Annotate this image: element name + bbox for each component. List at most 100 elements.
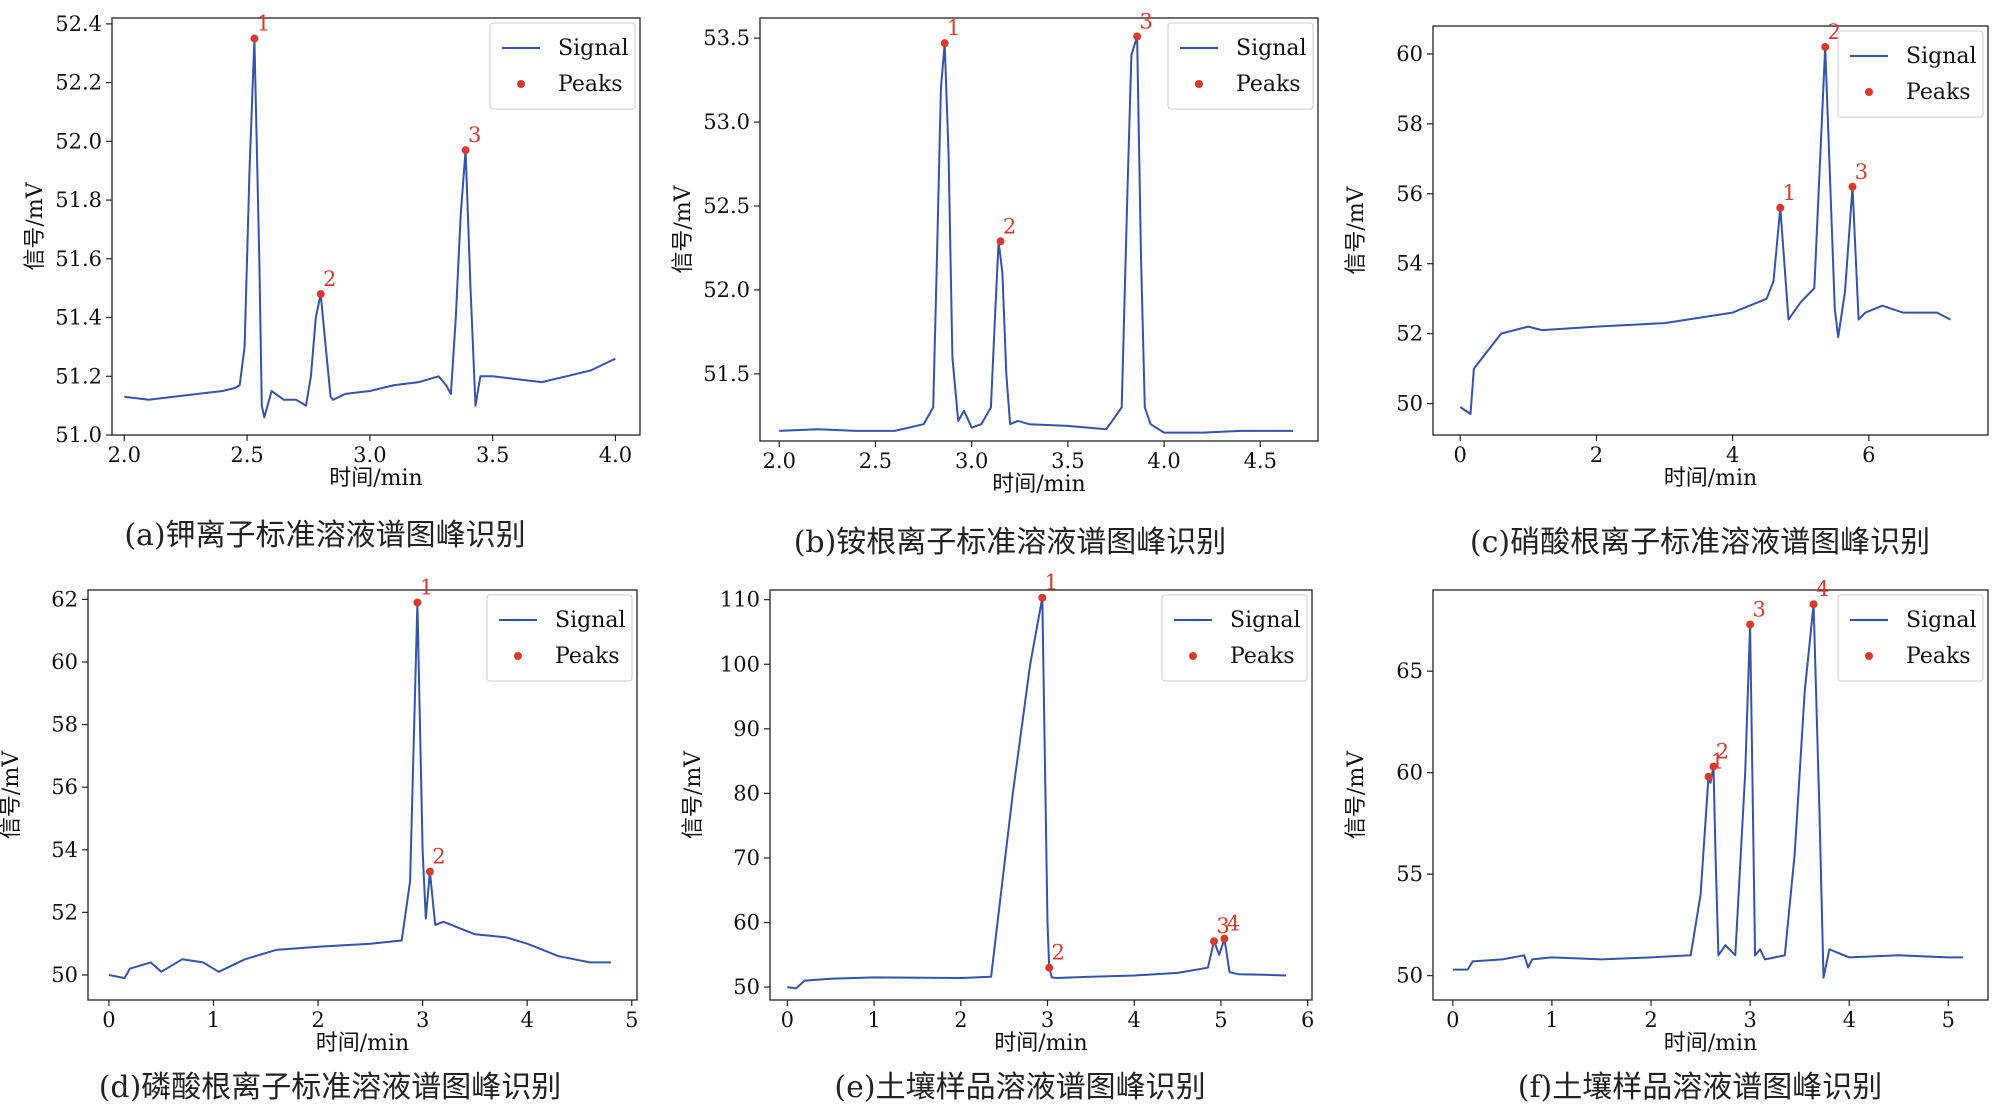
y-tick-label: 52.0 [703,278,750,302]
peak-label: 2 [1052,941,1065,965]
y-tick-label: 51.6 [55,247,102,271]
x-tick-label: 4.5 [1244,449,1277,473]
peak-marker [1133,32,1142,41]
legend-peaks-swatch [1865,652,1873,660]
chart-panel-e: 0 1 2 3 4 5 65060708090100110时间/min信号/mV1234Si… [681,571,1314,1105]
peak-label: 2 [323,267,336,291]
peak-label: 3 [468,123,481,147]
x-tick-label: 3.5 [1051,449,1084,473]
chart-panel-a: 2.0 2.5 3.0 3.5 4.0 51.0 51.2 51.4 51.6 51.8 52.0 5… [23,12,641,553]
x-tick-label: 2.5 [859,449,892,473]
y-tick-label: 52.5 [703,194,750,218]
x-tick-label: 1 [867,1008,880,1032]
panel-caption: (d)磷酸根离子标准溶液谱图峰识别 [99,1070,562,1105]
legend-peaks-swatch [1189,652,1197,660]
peak-marker [1220,934,1229,943]
plot-frame [87,589,638,1001]
x-tick-label: 4 [1726,443,1739,467]
legend-peaks-label: Peaks [555,644,620,669]
peak-label: 1 [1045,571,1058,595]
x-tick-label: 5 [1942,1008,1955,1032]
peak-label: 3 [1752,598,1765,622]
legend-signal-label: Signal [1236,36,1307,61]
y-tick-label: 51.5 [703,362,750,386]
y-tick-label: 110 [720,588,760,612]
legend-box [1837,30,1984,118]
x-tick-label: 3.0 [353,443,386,467]
peak-marker [413,598,422,607]
x-tick-label: 2.5 [230,443,263,467]
panel-caption: (a)钾离子标准溶液谱图峰识别 [124,518,525,553]
y-tick-label: 56 [1396,182,1423,206]
x-tick-label: 4 [1843,1008,1856,1032]
y-tick-label: 56 [51,775,78,799]
legend-box [1837,594,1984,682]
x-axis-label: 时间/min [992,472,1085,497]
peak-marker [1709,762,1718,771]
peak-marker [1704,772,1713,781]
x-axis-label: 时间/min [316,1031,409,1056]
legend-peaks-label: Peaks [1236,72,1301,97]
y-tick-label: 80 [733,781,760,805]
y-tick-label: 54 [51,838,78,862]
legend-peaks-label: Peaks [1230,644,1295,669]
x-tick-label: 5 [1214,1008,1227,1032]
legend-peaks-label: Peaks [558,72,623,97]
x-tick-label: 4 [1128,1008,1141,1032]
peak-label: 3 [1139,9,1152,33]
legend-box [1161,594,1308,682]
legend-peaks-swatch [1195,80,1203,88]
legend-box [486,594,633,682]
x-tick-label: 3.0 [955,449,988,473]
peak-marker [425,867,434,876]
y-tick-label: 58 [1396,112,1423,136]
y-tick-label: 65 [1396,659,1423,683]
peak-label: 1 [420,576,433,600]
y-tick-label: 54 [1396,252,1423,276]
y-tick-label: 60 [733,911,760,935]
x-tick-label: 2 [311,1008,324,1032]
y-tick-label: 51.8 [55,188,102,212]
x-tick-label: 0 [1454,443,1467,467]
signal-line [779,35,1293,434]
y-tick-label: 50 [1396,964,1423,988]
y-tick-label: 58 [51,713,78,737]
plot-frame [1432,25,1989,436]
peak-label: 3 [1855,160,1868,184]
peak-label: 4 [1227,912,1240,936]
x-tick-label: 0 [781,1008,794,1032]
peak-label: 1 [257,12,270,36]
x-tick-label: 2.0 [763,449,796,473]
y-axis-label: 信号/mV [1344,750,1369,839]
legend-box [489,22,636,110]
x-tick-label: 0 [102,1008,115,1032]
peak-marker [1776,203,1785,212]
peak-label: 2 [1716,740,1729,764]
peak-label: 2 [1003,214,1016,238]
legend-signal-label: Signal [558,36,629,61]
x-tick-label: 6 [1862,443,1875,467]
panel-caption: (b)铵根离子标准溶液谱图峰识别 [794,525,1227,560]
plot-frame [759,17,1319,442]
x-tick-label: 3 [1743,1008,1756,1032]
x-tick-label: 2 [1644,1008,1657,1032]
peak-label: 2 [432,845,445,869]
legend-peaks-swatch [1865,88,1873,96]
plot-frame [111,17,641,436]
peak-label: 3 [1216,914,1229,938]
legend-signal-label: Signal [1906,608,1977,633]
y-tick-label: 52.2 [55,71,102,95]
signal-line [108,601,611,980]
y-tick-label: 70 [733,846,760,870]
x-tick-label: 5 [625,1008,638,1032]
signal-line [1452,603,1964,979]
x-tick-label: 1 [1545,1008,1558,1032]
peak-label: 1 [1783,181,1796,205]
y-tick-label: 60 [1396,42,1423,66]
x-tick-label: 1 [207,1008,220,1032]
chart-panel-b: 2.0 2.5 3.0 3.5 4.0 4.5 51.5 52.0 52.5 53.0 53.5 时间… [671,9,1319,560]
legend-peaks-label: Peaks [1906,80,1971,105]
panel-caption: (c)硝酸根离子标准溶液谱图峰识别 [1470,525,1930,560]
signal-line [124,37,616,419]
